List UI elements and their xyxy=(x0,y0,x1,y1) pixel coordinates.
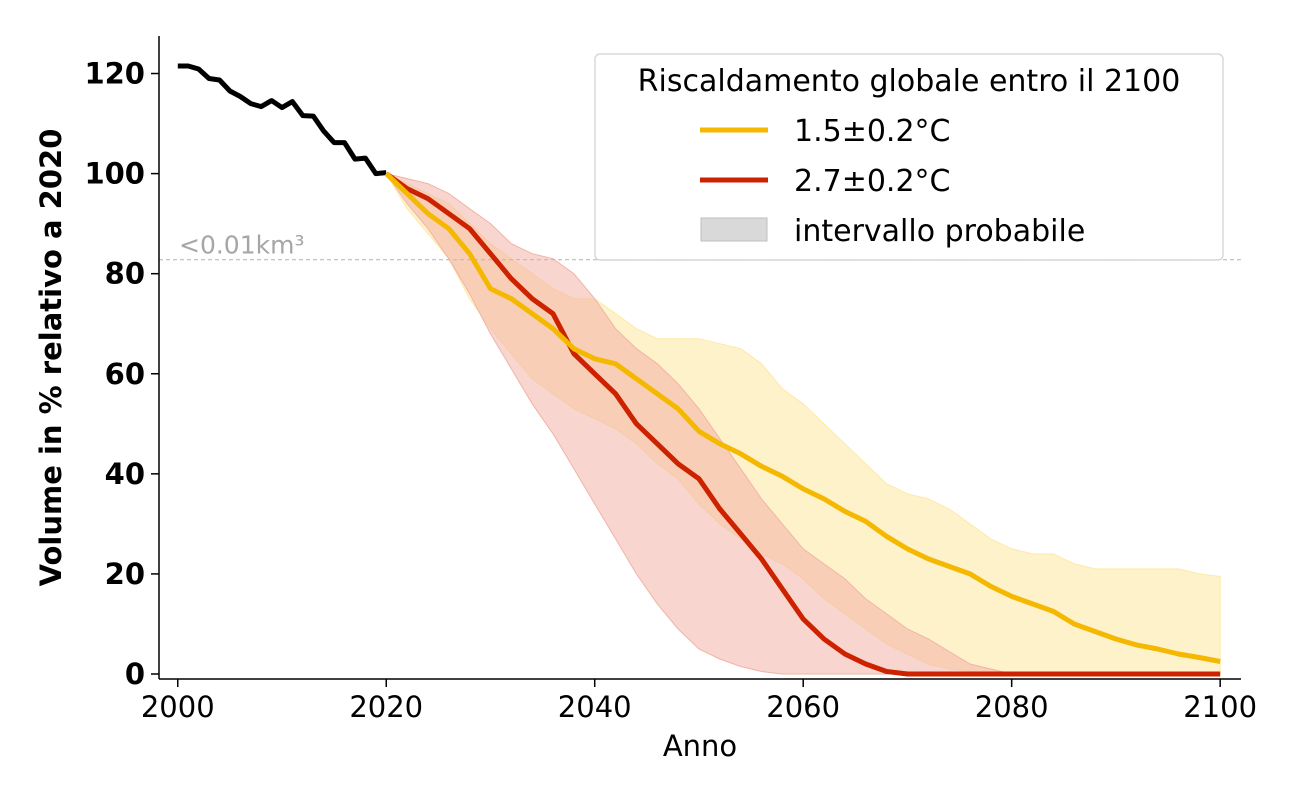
legend-title: Riscaldamento globale entro il 2100 xyxy=(638,64,1181,99)
y-tick-label: 100 xyxy=(84,157,145,191)
x-axis-label: Anno xyxy=(663,729,737,763)
x-tick-label: 2080 xyxy=(975,690,1049,724)
y-axis-label: Volume in % relativo a 2020 xyxy=(34,129,68,587)
legend-box xyxy=(594,53,1224,261)
legend-swatch-range xyxy=(700,217,768,242)
x-tick-label: 2000 xyxy=(141,690,215,724)
legend-label-1-5: 1.5±0.2°C xyxy=(794,114,951,149)
range-band-2-7 xyxy=(385,172,1221,675)
series-line-1-5 xyxy=(384,171,1221,664)
x-tick-label: 2040 xyxy=(558,690,632,724)
y-tick-label: 60 xyxy=(105,357,145,391)
legend: Riscaldamento globale entro il 2100 1.5±… xyxy=(594,53,1224,261)
series-line-historical xyxy=(177,63,387,177)
x-tick-label: 2060 xyxy=(766,690,840,724)
y-tick-label: 20 xyxy=(105,557,145,591)
x-tick-label: 2020 xyxy=(349,690,423,724)
x-tick-label: 2100 xyxy=(1183,690,1257,724)
reference-line-label: <0.01km³ xyxy=(179,231,304,260)
y-tick-label: 40 xyxy=(105,457,145,491)
series-line-2-7 xyxy=(384,171,1221,677)
series-lines xyxy=(177,63,1221,677)
range-bands xyxy=(384,172,1221,675)
y-tick-label: 80 xyxy=(105,257,145,291)
y-tick-label: 0 xyxy=(125,657,145,691)
y-tick-label: 120 xyxy=(84,57,145,91)
legend-label-range: intervallo probabile xyxy=(794,214,1085,249)
legend-label-2-7: 2.7±0.2°C xyxy=(794,164,951,199)
